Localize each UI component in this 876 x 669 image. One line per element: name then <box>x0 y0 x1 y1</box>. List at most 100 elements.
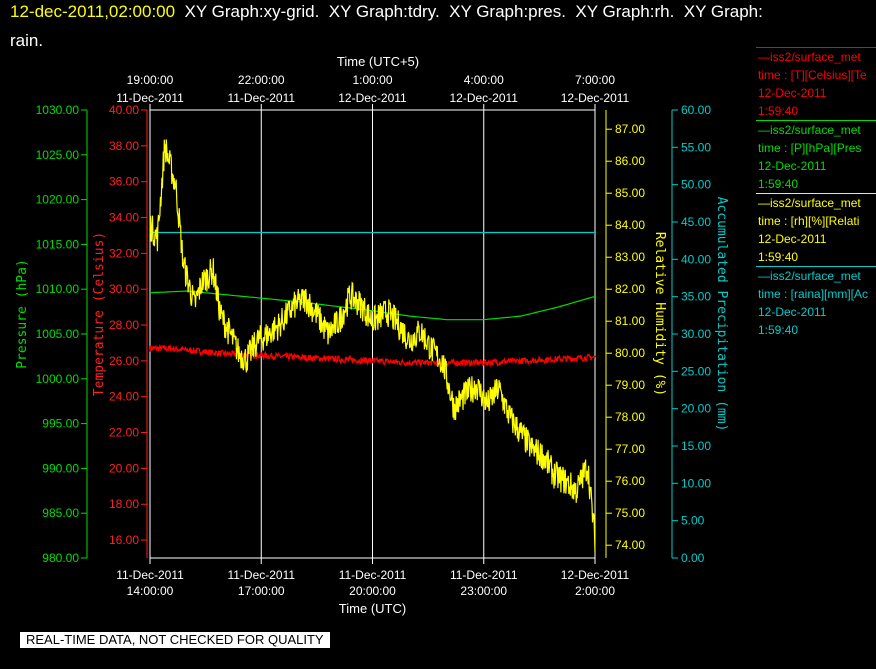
precip-tick-label: 5.00 <box>681 514 705 528</box>
x-tick-date: 12-Dec-2011 <box>561 568 630 582</box>
humidity-tick-label: 74.00 <box>615 538 645 552</box>
temperature-tick-label: 20.00 <box>109 461 139 475</box>
humidity-tick-label: 84.00 <box>615 218 645 232</box>
x-top-axis-label: Time (UTC+5) <box>337 54 419 69</box>
x-tick-time: 14:00:00 <box>127 584 174 598</box>
pressure-tick-label: 1005.00 <box>36 327 80 341</box>
x-tick-date: 11-Dec-2011 <box>339 568 407 582</box>
humidity-tick-label: 76.00 <box>615 474 645 488</box>
humidity-tick-label: 79.00 <box>615 378 645 392</box>
precip-tick-label: 10.00 <box>681 476 711 490</box>
pressure-tick-label: 980.00 <box>42 551 79 565</box>
legend-units: time : [P][hPa][Pres <box>758 141 862 155</box>
legend-time: 1:59:40 <box>758 250 799 264</box>
temperature-tick-label: 36.00 <box>109 175 139 189</box>
precip-tick-label: 20.00 <box>681 402 711 416</box>
temperature-tick-label: 32.00 <box>109 246 139 260</box>
humidity-tick-label: 80.00 <box>615 346 645 360</box>
legend-item: —iss2/surface_met time : [P][hPa][Pres 12-… <box>756 120 876 193</box>
humidity-tick-label: 82.00 <box>615 282 645 296</box>
series-line-pressure <box>149 290 596 321</box>
x-tick-date: 11-Dec-2011 <box>227 568 295 582</box>
x-top-tick-date: 12-Dec-2011 <box>561 91 630 105</box>
pressure-tick-label: 990.00 <box>42 461 79 475</box>
humidity-tick-label: 78.00 <box>615 410 645 424</box>
series-line-temperature <box>149 343 596 368</box>
pressure-tick-label: 1015.00 <box>36 237 80 251</box>
humidity-tick-label: 85.00 <box>615 186 645 200</box>
pressure-tick-label: 1025.00 <box>36 148 80 162</box>
x-top-tick-time: 1:00:00 <box>352 73 392 87</box>
x-top-tick-time: 4:00:00 <box>464 73 504 87</box>
temperature-tick-label: 30.00 <box>109 282 139 296</box>
precip-tick-label: 50.00 <box>681 178 711 192</box>
x-top-tick-time: 19:00:00 <box>127 73 174 87</box>
precip-tick-label: 45.00 <box>681 215 711 229</box>
x-tick-date: 11-Dec-2011 <box>450 568 518 582</box>
pressure-tick-label: 985.00 <box>42 506 79 520</box>
humidity-tick-label: 87.00 <box>615 122 645 136</box>
humidity-tick-label: 86.00 <box>615 154 645 168</box>
header-timestamp: 12-dec-2011,02:00:00 <box>10 2 176 21</box>
precip-tick-label: 0.00 <box>681 551 705 565</box>
legend-name: —iss2/surface_met <box>758 50 861 64</box>
header-graph-list: XY Graph:xy-grid. XY Graph:tdry. XY Grap… <box>175 2 763 21</box>
legend-date: 12-Dec-2011 <box>758 232 827 246</box>
legend-date: 12-Dec-2011 <box>758 86 827 100</box>
legend-name: —iss2/surface_met <box>758 196 861 210</box>
pressure-axis-label: Pressure (hPa) <box>15 259 30 369</box>
legend-date: 12-Dec-2011 <box>758 159 827 173</box>
precip-tick-label: 30.00 <box>681 327 711 341</box>
x-tick-time: 17:00:00 <box>238 584 285 598</box>
legend-units: time : [T][Celsius][Te <box>758 68 867 82</box>
x-tick-date: 11-Dec-2011 <box>116 568 184 582</box>
legend: —iss2/surface_met time : [T][Celsius][Te 1… <box>756 47 876 339</box>
pressure-tick-label: 1000.00 <box>36 372 80 386</box>
x-top-tick-date: 12-Dec-2011 <box>450 91 519 105</box>
temperature-tick-label: 22.00 <box>109 426 139 440</box>
precip-tick-label: 25.00 <box>681 364 711 378</box>
humidity-tick-label: 83.00 <box>615 250 645 264</box>
legend-time: 1:59:40 <box>758 323 799 337</box>
legend-time: 1:59:40 <box>758 177 799 191</box>
temperature-tick-label: 24.00 <box>109 390 139 404</box>
x-tick-time: 23:00:00 <box>460 584 507 598</box>
x-tick-time: 2:00:00 <box>575 584 615 598</box>
x-top-tick-time: 7:00:00 <box>575 73 615 87</box>
temperature-tick-label: 16.00 <box>109 533 139 547</box>
x-top-tick-date: 12-Dec-2011 <box>338 91 407 105</box>
temperature-tick-label: 38.00 <box>109 139 139 153</box>
x-axis-label: Time (UTC) <box>339 601 406 616</box>
temperature-tick-label: 34.00 <box>109 211 139 225</box>
temperature-tick-label: 26.00 <box>109 354 139 368</box>
x-tick-time: 20:00:00 <box>349 584 396 598</box>
humidity-tick-label: 75.00 <box>615 506 645 520</box>
pressure-tick-label: 1030.00 <box>36 103 80 117</box>
precip-tick-label: 15.00 <box>681 439 711 453</box>
precip-tick-label: 55.00 <box>681 140 711 154</box>
x-top-tick-date: 11-Dec-2011 <box>227 91 295 105</box>
pressure-tick-label: 995.00 <box>42 417 79 431</box>
precip-tick-label: 35.00 <box>681 290 711 304</box>
pressure-tick-label: 1020.00 <box>36 193 80 207</box>
legend-units: time : [rh][%][Relati <box>758 214 860 228</box>
humidity-tick-label: 81.00 <box>615 314 645 328</box>
header-line-1: 12-dec-2011,02:00:00 XY Graph:xy-grid. X… <box>10 2 763 22</box>
precip-tick-label: 60.00 <box>681 103 711 117</box>
x-top-tick-time: 22:00:00 <box>238 73 285 87</box>
legend-time: 1:59:40 <box>758 104 799 118</box>
humidity-tick-label: 77.00 <box>615 442 645 456</box>
quality-notice: REAL-TIME DATA, NOT CHECKED FOR QUALITY <box>20 632 330 648</box>
legend-units: time : [raina][mm][Ac <box>758 287 869 301</box>
legend-date: 12-Dec-2011 <box>758 305 827 319</box>
temperature-tick-label: 18.00 <box>109 497 139 511</box>
legend-item: —iss2/surface_met time : [raina][mm][Ac 12… <box>756 266 876 339</box>
temperature-axis-label: Temperature (Celsius) <box>92 232 107 396</box>
precip-tick-label: 40.00 <box>681 252 711 266</box>
precip-axis-label: Accumulated Precipitation (mm) <box>714 197 729 432</box>
header-line-2: rain. <box>10 31 44 50</box>
pressure-tick-label: 1010.00 <box>36 282 80 296</box>
